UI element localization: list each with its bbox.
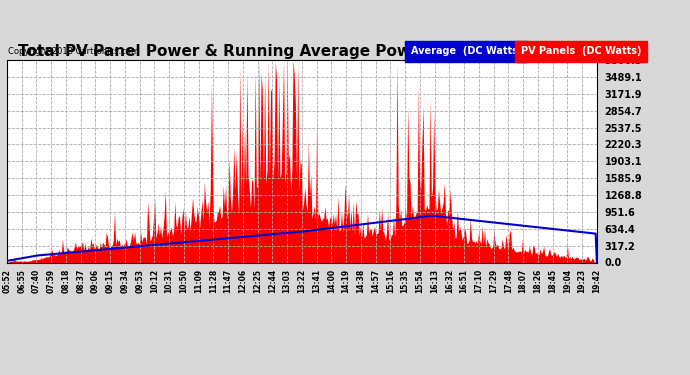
Text: Copyright 2013 Cartronics.com: Copyright 2013 Cartronics.com	[8, 47, 139, 56]
Text: PV Panels  (DC Watts): PV Panels (DC Watts)	[521, 46, 642, 56]
Title: Total PV Panel Power & Running Average Power Tue May 28 20:11: Total PV Panel Power & Running Average P…	[19, 44, 585, 59]
Text: Average  (DC Watts): Average (DC Watts)	[411, 46, 522, 56]
